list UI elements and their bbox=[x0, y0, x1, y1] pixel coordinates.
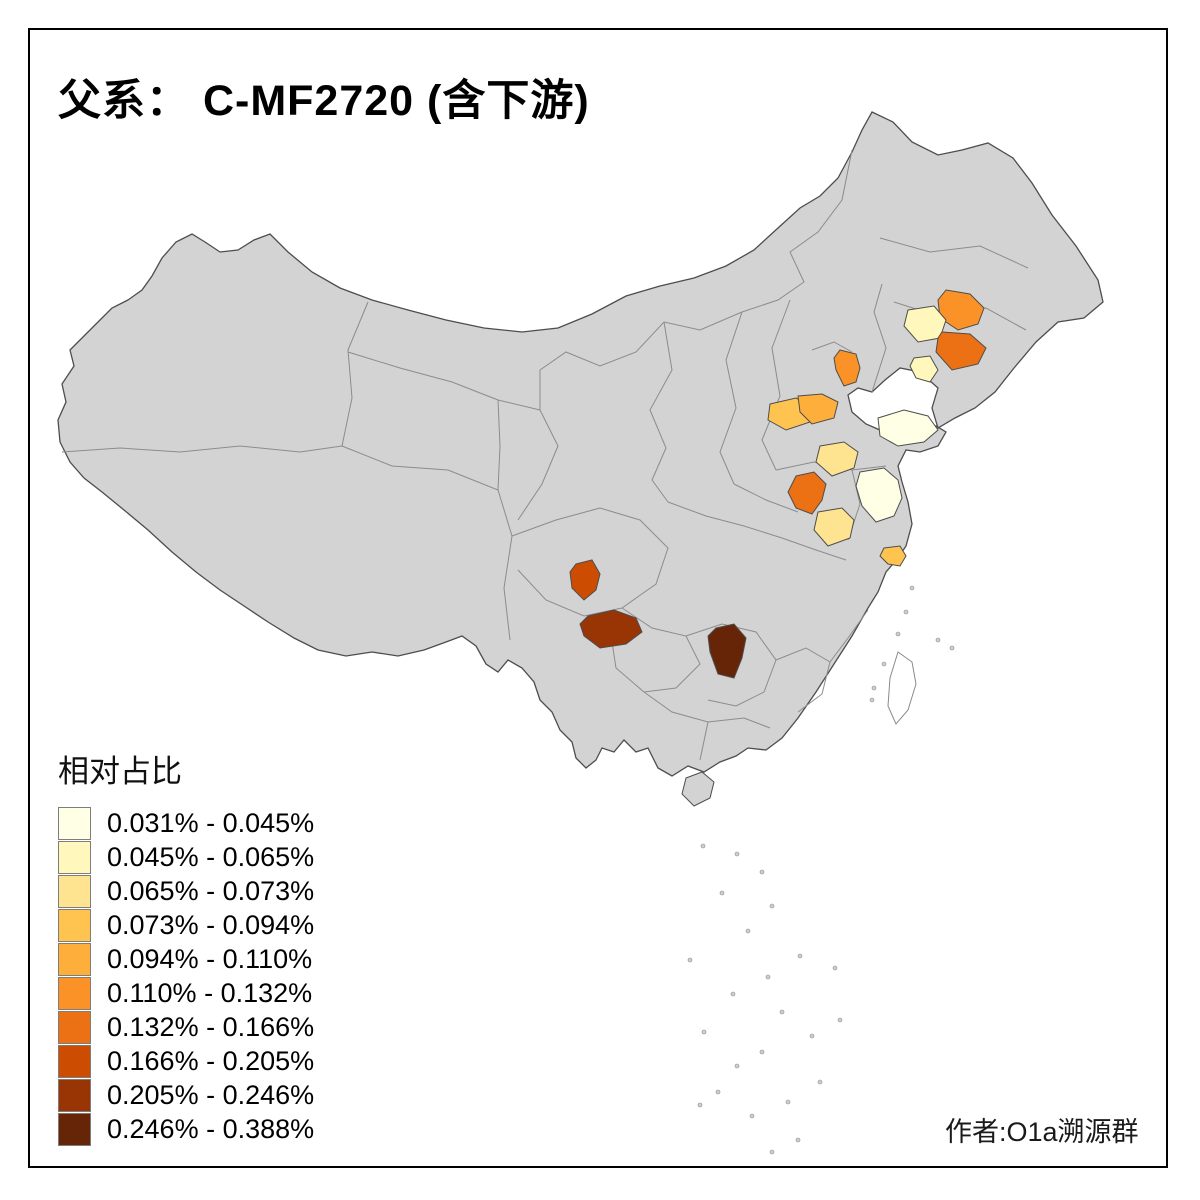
page-title: 父系： C-MF2720 (含下游) bbox=[58, 77, 590, 125]
legend-swatch bbox=[58, 909, 91, 942]
map-region-liaoning bbox=[935, 331, 987, 371]
legend-label: 0.132% - 0.166% bbox=[107, 1012, 315, 1042]
legend-swatch bbox=[58, 1113, 91, 1146]
legend-entry: 0.065% - 0.073% bbox=[58, 875, 314, 908]
legend-entry: 0.246% - 0.388% bbox=[58, 1113, 314, 1146]
legend-entry: 0.132% - 0.166% bbox=[58, 1011, 314, 1044]
legend-swatch bbox=[58, 875, 91, 908]
hainan-island bbox=[681, 771, 715, 807]
legend-entry: 0.166% - 0.205% bbox=[58, 1045, 314, 1078]
legend-label: 0.110% - 0.132% bbox=[107, 978, 313, 1008]
legend-label: 0.246% - 0.388% bbox=[107, 1114, 315, 1144]
map-region-jiangsu-north bbox=[855, 467, 903, 523]
legend-swatch bbox=[58, 807, 91, 840]
legend-swatch bbox=[58, 841, 91, 874]
map-region-anhui bbox=[813, 507, 855, 547]
map-region-shandong-peninsula bbox=[877, 409, 939, 447]
legend-swatch bbox=[58, 943, 91, 976]
south-china-sea-islands bbox=[687, 585, 955, 1155]
map-region-hebei-east bbox=[797, 393, 839, 425]
map-region-sichuan-west bbox=[569, 559, 601, 601]
map-region-liaodong-tip bbox=[909, 355, 939, 383]
legend-label: 0.166% - 0.205% bbox=[107, 1046, 315, 1076]
map-region-shanghai-area bbox=[879, 545, 907, 567]
legend-label: 0.045% - 0.065% bbox=[107, 842, 315, 872]
legend-swatch bbox=[58, 1011, 91, 1044]
map-region-hunan-west bbox=[707, 623, 747, 679]
author-credit: 作者:O1a溯源群 bbox=[945, 1117, 1139, 1147]
legend-label: 0.073% - 0.094% bbox=[107, 910, 315, 940]
legend-entry: 0.094% - 0.110% bbox=[58, 943, 314, 976]
legend-label: 0.094% - 0.110% bbox=[107, 944, 313, 974]
map-region-henan-center bbox=[787, 471, 827, 515]
legend-entry: 0.073% - 0.094% bbox=[58, 909, 314, 942]
map-region-central-pale-yellow bbox=[815, 441, 859, 477]
legend-label: 0.031% - 0.045% bbox=[107, 808, 315, 838]
taiwan-island bbox=[887, 651, 917, 725]
map-region-yunnan-north bbox=[579, 609, 643, 649]
legend-entry: 0.031% - 0.045% bbox=[58, 807, 314, 840]
legend-swatch bbox=[58, 1045, 91, 1078]
legend-label: 0.065% - 0.073% bbox=[107, 876, 315, 906]
legend-label: 0.205% - 0.246% bbox=[107, 1080, 315, 1110]
legend-entries: 0.031% - 0.045% 0.045% - 0.065% 0.065% - 0… bbox=[58, 807, 314, 1146]
mainland-outline bbox=[57, 111, 1104, 777]
legend: 相对占比 0.031% - 0.045% 0.045% - 0.065% 0.065… bbox=[58, 746, 314, 1147]
legend-entry: 0.110% - 0.132% bbox=[58, 977, 314, 1010]
legend-entry: 0.205% - 0.246% bbox=[58, 1079, 314, 1112]
legend-title: 相对占比 bbox=[58, 754, 182, 789]
map-region-tianjin bbox=[833, 349, 861, 387]
choropleth-regions bbox=[569, 289, 987, 679]
legend-swatch bbox=[58, 1079, 91, 1112]
legend-entry: 0.045% - 0.065% bbox=[58, 841, 314, 874]
legend-swatch bbox=[58, 977, 91, 1010]
map-region-northeast-jilin bbox=[937, 289, 985, 331]
